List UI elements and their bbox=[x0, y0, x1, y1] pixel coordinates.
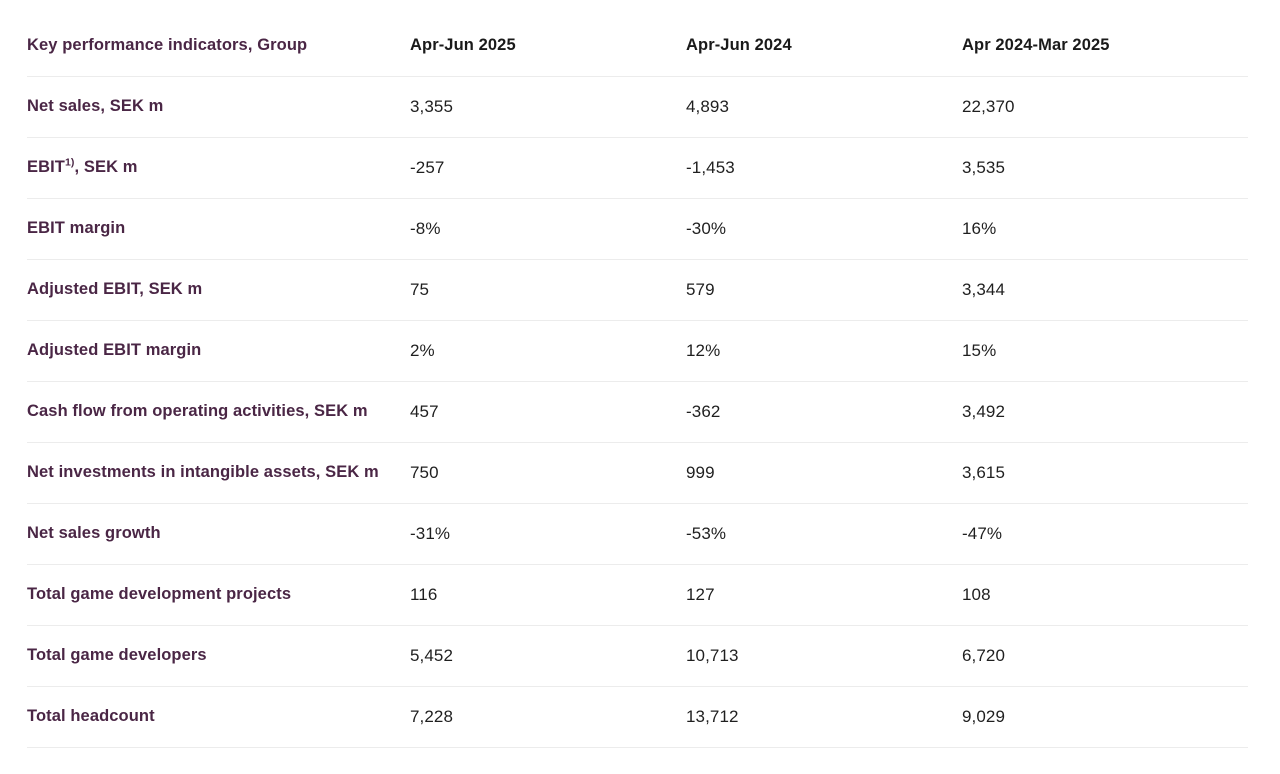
row-label: Adjusted EBIT, SEK m bbox=[27, 280, 203, 298]
row-label: Net investments in intangible assets, SE… bbox=[27, 463, 379, 481]
row-label: Net sales growth bbox=[27, 524, 161, 542]
cell-value: 7,228 bbox=[410, 706, 454, 726]
cell-value: 9,029 bbox=[962, 706, 1006, 726]
cell-value: 4,893 bbox=[686, 96, 730, 116]
table-row-net-sales: Net sales, SEK m 3,355 4,893 22,370 bbox=[27, 76, 1248, 137]
row-label: Cash flow from operating activities, SEK… bbox=[27, 402, 368, 420]
cell-value: 22,370 bbox=[962, 96, 1015, 116]
cell-value: 3,344 bbox=[962, 279, 1006, 299]
cell-value: 3,355 bbox=[410, 96, 454, 116]
row-label: EBIT1), SEK m bbox=[27, 137, 410, 198]
cell-value: 3,615 bbox=[962, 462, 1006, 482]
table-row-net-investments: Net investments in intangible assets, SE… bbox=[27, 442, 1248, 503]
cell-value: 127 bbox=[686, 584, 715, 604]
cell-value: -47% bbox=[962, 523, 1003, 543]
kpi-table: Key performance indicators, Group Apr-Ju… bbox=[27, 15, 1248, 748]
cell-value: 75 bbox=[410, 279, 430, 299]
cell-value: 579 bbox=[686, 279, 715, 299]
cell-value: 3,492 bbox=[962, 401, 1006, 421]
column-header-apr-jun-2025: Apr-Jun 2025 bbox=[410, 35, 516, 54]
table-row-ebit: EBIT1), SEK m -257 -1,453 3,535 bbox=[27, 137, 1248, 198]
cell-value: -257 bbox=[410, 157, 445, 177]
row-label: Total headcount bbox=[27, 707, 155, 725]
column-header-apr-jun-2024: Apr-Jun 2024 bbox=[686, 35, 792, 54]
table-row-game-dev-projects: Total game development projects 116 127 … bbox=[27, 564, 1248, 625]
cell-value: 3,535 bbox=[962, 157, 1006, 177]
table-row-ebit-margin: EBIT margin -8% -30% 16% bbox=[27, 198, 1248, 259]
row-label: Net sales, SEK m bbox=[27, 97, 164, 115]
row-label-text: EBIT bbox=[27, 158, 65, 176]
cell-value: 116 bbox=[410, 584, 438, 604]
row-label: Total game developers bbox=[27, 646, 207, 664]
cell-value: -362 bbox=[686, 401, 721, 421]
table-row-game-developers: Total game developers 5,452 10,713 6,720 bbox=[27, 625, 1248, 686]
cell-value: -1,453 bbox=[686, 157, 735, 177]
cell-value: 16% bbox=[962, 218, 997, 238]
table-row-adjusted-ebit: Adjusted EBIT, SEK m 75 579 3,344 bbox=[27, 259, 1248, 320]
cell-value: 13,712 bbox=[686, 706, 739, 726]
row-label: EBIT margin bbox=[27, 219, 126, 237]
cell-value: -8% bbox=[410, 218, 441, 238]
cell-value: 15% bbox=[962, 340, 997, 360]
footnote-marker: 1) bbox=[64, 156, 75, 169]
cell-value: 108 bbox=[962, 584, 991, 604]
table-row-total-headcount: Total headcount 7,228 13,712 9,029 bbox=[27, 686, 1248, 747]
column-header-apr-2024-mar-2025: Apr 2024-Mar 2025 bbox=[962, 35, 1110, 54]
table-row-adjusted-ebit-margin: Adjusted EBIT margin 2% 12% 15% bbox=[27, 320, 1248, 381]
cell-value: 999 bbox=[686, 462, 715, 482]
table-header-row: Key performance indicators, Group Apr-Ju… bbox=[27, 15, 1248, 76]
cell-value: 10,713 bbox=[686, 645, 739, 665]
cell-value: 2% bbox=[410, 340, 435, 360]
cell-value: 457 bbox=[410, 401, 439, 421]
cell-value: -53% bbox=[686, 523, 727, 543]
cell-value: -31% bbox=[410, 523, 451, 543]
cell-value: 750 bbox=[410, 462, 439, 482]
table-row-cash-flow: Cash flow from operating activities, SEK… bbox=[27, 381, 1248, 442]
row-label: Adjusted EBIT margin bbox=[27, 341, 202, 359]
row-label-text: , SEK m bbox=[74, 158, 138, 176]
table-row-net-sales-growth: Net sales growth -31% -53% -47% bbox=[27, 503, 1248, 564]
table-title: Key performance indicators, Group bbox=[27, 35, 308, 54]
cell-value: -30% bbox=[686, 218, 727, 238]
cell-value: 12% bbox=[686, 340, 721, 360]
row-label: Total game development projects bbox=[27, 585, 292, 603]
cell-value: 6,720 bbox=[962, 645, 1006, 665]
cell-value: 5,452 bbox=[410, 645, 454, 665]
